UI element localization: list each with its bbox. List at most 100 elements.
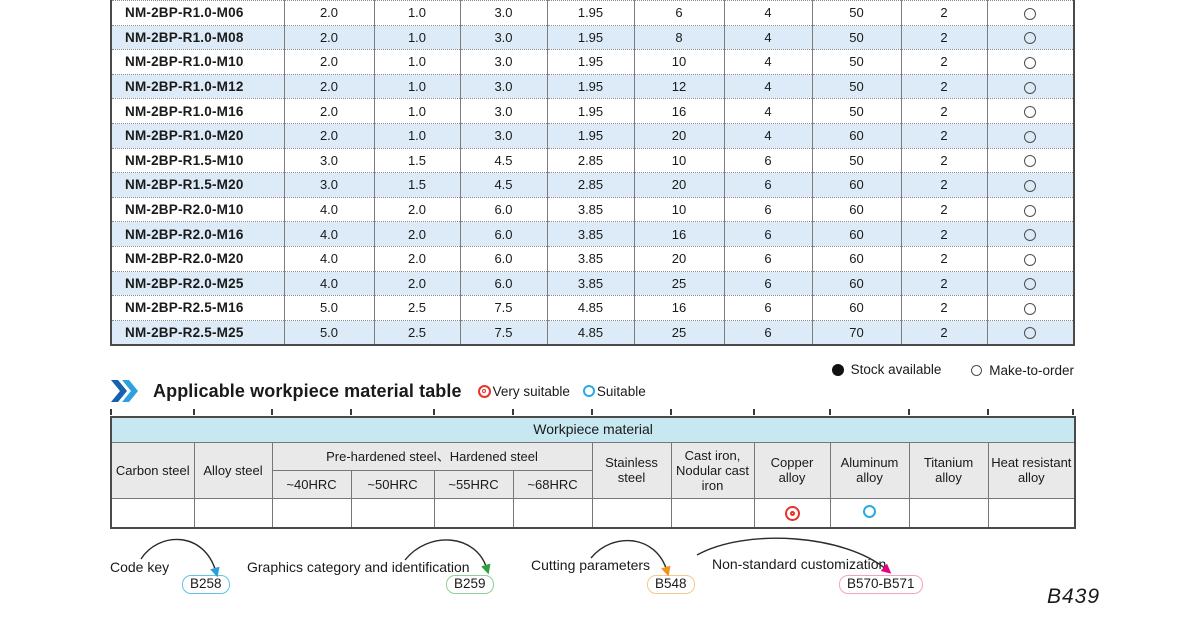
spec-value: 6.0 [460,221,548,247]
rating-cell [829,497,910,529]
stock-status-cell [987,221,1074,247]
col-aluminum-alloy: Aluminum alloy [829,441,910,499]
spec-value: 50 [812,98,902,124]
spec-value: 2 [901,319,988,345]
spec-value: 2.85 [547,172,635,198]
spec-value: 50 [812,0,902,26]
material-header-row-1: Carbon steel Alloy steel Pre-hardened st… [110,441,1076,499]
spec-value: 20 [634,245,725,272]
model-code: NM-2BP-R2.5-M16 [111,295,285,321]
spec-value: 1.0 [374,73,461,99]
spec-value: 4 [724,122,813,149]
model-code: NM-2BP-R2.0-M16 [111,221,285,247]
col-copper-alloy: Copper alloy [753,441,831,499]
stock-status-cell [987,270,1074,296]
non-standard-customization-arrow [696,537,892,574]
col-stainless-steel: Stainless steel [591,441,672,499]
reference-page-badge[interactable]: B259 [446,575,494,594]
spec-value: 2.0 [284,24,375,50]
material-section-header: Applicable workpiece material table Very… [110,380,646,402]
spec-value: 25 [634,270,725,296]
column-tick-marks [110,409,1074,415]
spec-value: 4 [724,0,813,26]
spec-row: NM-2BP-R1.5-M10 3.0 1.5 4.5 2.85 10 6 50 2 [111,147,1074,173]
spec-value: 3.85 [547,221,635,247]
stock-status-cell [987,172,1074,198]
spec-value: 60 [812,270,902,296]
model-code: NM-2BP-R1.5-M10 [111,147,285,173]
spec-value: 4.0 [284,270,375,296]
spec-value: 2 [901,49,988,75]
spec-value: 12 [634,73,725,99]
spec-value: 70 [812,319,902,345]
col-alloy-steel: Alloy steel [193,441,273,499]
spec-value: 2 [901,245,988,272]
reference-label: Graphics category and identification [247,559,470,575]
spec-value: 2.0 [374,270,461,296]
spec-value: 1.0 [374,122,461,149]
spec-value: 2 [901,196,988,222]
reference-page-badge[interactable]: B548 [647,575,695,594]
spec-row: NM-2BP-R1.5-M20 3.0 1.5 4.5 2.85 20 6 60 2 [111,172,1074,198]
open-circle-icon [971,364,983,376]
spec-value: 2 [901,221,988,247]
suitable-label: Suitable [596,383,646,399]
spec-value: 1.95 [547,73,635,99]
suitable-icon [863,504,876,518]
spec-value: 6 [724,270,813,296]
spec-value: 4 [724,24,813,50]
reference-label: Cutting parameters [531,557,651,573]
graphics-category-arrow [404,539,491,575]
spec-value: 3.85 [547,270,635,296]
spec-value: 20 [634,172,725,198]
spec-value: 4.85 [547,319,635,345]
spec-value: 4.0 [284,196,375,222]
spec-value: 4 [724,73,813,99]
spec-value: 2 [901,122,988,149]
spec-value: 2 [901,24,988,50]
spec-value: 2.0 [284,122,375,149]
make-to-order-circle-icon [1024,155,1037,168]
col-cast-iron: Cast iron, Nodular cast iron [670,441,755,499]
spec-value: 2.0 [284,73,375,99]
spec-value: 2.85 [547,147,635,173]
workpiece-material-table: Workpiece material Carbon steel Alloy st… [110,416,1077,529]
code-key-arrow [140,538,220,578]
spec-value: 4.0 [284,221,375,247]
make-to-order-circle-icon [1024,204,1037,217]
rating-cell [271,497,352,529]
spec-value: 5.0 [284,295,375,321]
double-chevron-icon [111,380,138,402]
spec-value: 10 [634,196,725,222]
spec-value: 2.0 [284,49,375,75]
spec-value: 3.0 [460,24,548,50]
spec-row: NM-2BP-R2.0-M20 4.0 2.0 6.0 3.85 20 6 60 2 [111,245,1074,272]
rating-cell [350,497,435,529]
stock-status-cell [987,0,1074,26]
spec-value: 3.85 [547,196,635,222]
spec-value: 1.95 [547,24,635,50]
filled-circle-icon [831,363,844,376]
very-suitable-legend: Very suitable [477,384,570,399]
spec-row: NM-2BP-R2.0-M16 4.0 2.0 6.0 3.85 16 6 60 2 [111,221,1074,247]
spec-value: 3.0 [460,73,548,99]
reference-page-badge[interactable]: B258 [182,575,230,594]
make-to-order-circle-icon [1024,32,1037,45]
make-to-order-circle-icon [1024,7,1037,20]
cutting-parameters-arrow [590,539,671,577]
spec-value: 2.5 [374,295,461,321]
specification-table: NM-2BP-R1.0-M06 2.0 1.0 3.0 1.95 6 4 50 2 NM-2BP-… [110,0,1075,346]
spec-value: 16 [634,221,725,247]
suitable-legend: Suitable [582,383,646,399]
spec-value: 1.0 [374,98,461,124]
stock-available-legend: Stock available [831,362,941,377]
spec-value: 60 [812,295,902,321]
col-heat-resistant-alloy: Heat resistant alloy [987,441,1076,499]
spec-value: 1.0 [374,0,461,26]
spec-value: 16 [634,98,725,124]
spec-value: 2.0 [374,196,461,222]
spec-value: 2 [901,147,988,173]
model-code: NM-2BP-R1.0-M06 [111,0,285,26]
spec-value: 4.0 [284,245,375,272]
reference-page-badge[interactable]: B570-B571 [839,575,923,594]
